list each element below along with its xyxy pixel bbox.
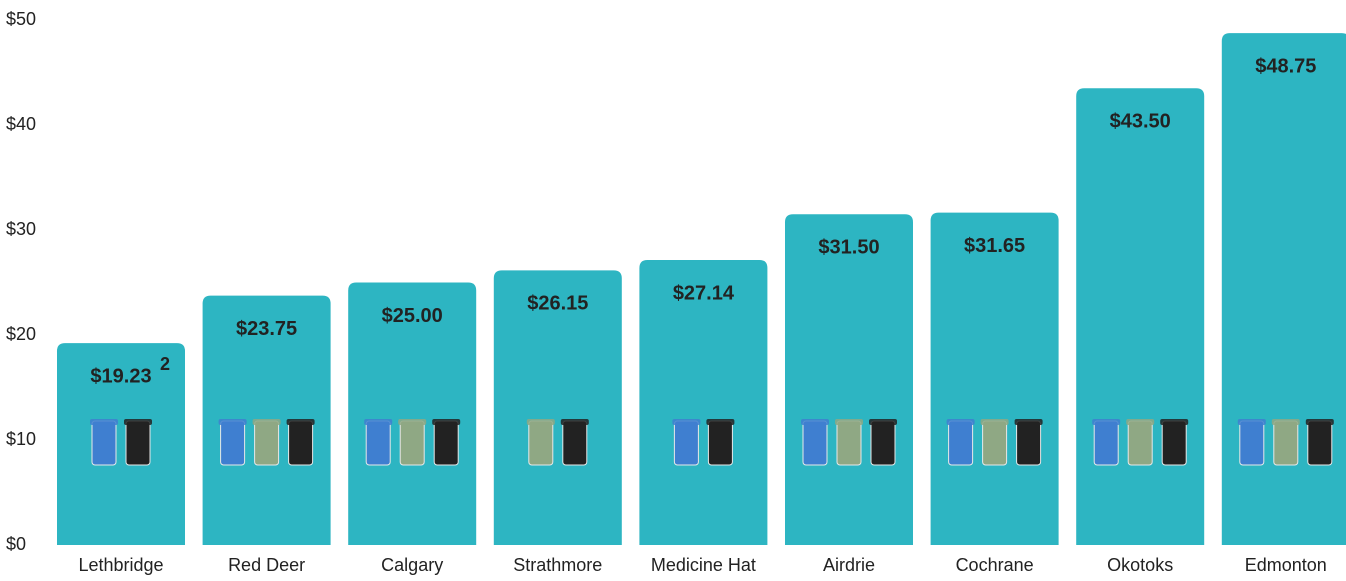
x-tick-label: Calgary bbox=[381, 555, 443, 575]
cart-icon bbox=[1308, 421, 1332, 465]
cart-icon bbox=[803, 421, 827, 465]
value-label: $26.15 bbox=[527, 293, 588, 315]
y-tick-label: $10 bbox=[6, 429, 36, 449]
cart-lid bbox=[1015, 419, 1043, 425]
cart-icon bbox=[289, 421, 313, 465]
bar bbox=[785, 214, 913, 545]
cart-icon bbox=[255, 421, 279, 465]
x-tick-label: Medicine Hat bbox=[651, 555, 756, 575]
cart-lid bbox=[561, 419, 589, 425]
cart-lid bbox=[835, 419, 863, 425]
value-label: $19.23 bbox=[90, 365, 151, 387]
cart-icon bbox=[366, 421, 390, 465]
cart-lid bbox=[364, 419, 392, 425]
value-label: $23.75 bbox=[236, 318, 297, 340]
cart-icon bbox=[1094, 421, 1118, 465]
cart-icon bbox=[221, 421, 245, 465]
cart-lid bbox=[1272, 419, 1300, 425]
cart-lid bbox=[1126, 419, 1154, 425]
x-tick-label: Cochrane bbox=[956, 555, 1034, 575]
cart-icon bbox=[1274, 421, 1298, 465]
cart-lid bbox=[869, 419, 897, 425]
cart-lid bbox=[981, 419, 1009, 425]
cart-lid bbox=[432, 419, 460, 425]
y-tick-label: $40 bbox=[6, 114, 36, 134]
cart-lid bbox=[219, 419, 247, 425]
footnote: 2 bbox=[160, 354, 170, 374]
value-label: $43.50 bbox=[1110, 111, 1171, 133]
cart-lid bbox=[527, 419, 555, 425]
chart: $0 $10 $20 $30 $40 $50 $19.23 2 Lethbridge $23.75… bbox=[0, 0, 1346, 581]
cart-lid bbox=[1092, 419, 1120, 425]
page: {"chart_data": {"type": "bar", "categori… bbox=[0, 0, 1346, 581]
cart-icon bbox=[871, 421, 895, 465]
x-tick-label: Strathmore bbox=[513, 555, 602, 575]
cart-icon bbox=[1128, 421, 1152, 465]
y-tick-label: $30 bbox=[6, 219, 36, 239]
cart-icon bbox=[1017, 421, 1041, 465]
cart-icon bbox=[1162, 421, 1186, 465]
cart-lid bbox=[947, 419, 975, 425]
cart-icon bbox=[529, 421, 553, 465]
cart-lid bbox=[1306, 419, 1334, 425]
x-tick-label: Edmonton bbox=[1245, 555, 1327, 575]
cart-icon bbox=[1240, 421, 1264, 465]
value-label: $31.65 bbox=[964, 235, 1025, 257]
cart-icon bbox=[563, 421, 587, 465]
cart-lid bbox=[90, 419, 118, 425]
y-tick-label: $50 bbox=[6, 9, 36, 29]
cart-icon bbox=[837, 421, 861, 465]
cart-icon bbox=[983, 421, 1007, 465]
cart-lid bbox=[1238, 419, 1266, 425]
cart-icon bbox=[674, 421, 698, 465]
bar bbox=[1222, 33, 1346, 545]
cart-lid bbox=[287, 419, 315, 425]
cart-lid bbox=[124, 419, 152, 425]
cart-lid bbox=[801, 419, 829, 425]
value-label: $31.50 bbox=[818, 237, 879, 259]
cart-lid bbox=[706, 419, 734, 425]
cart-icon bbox=[949, 421, 973, 465]
bar bbox=[1076, 88, 1204, 545]
cart-icon bbox=[92, 421, 116, 465]
cart-lid bbox=[672, 419, 700, 425]
value-label: $25.00 bbox=[382, 305, 443, 327]
cart-lid bbox=[1160, 419, 1188, 425]
cart-icon bbox=[400, 421, 424, 465]
value-label: $48.75 bbox=[1255, 55, 1316, 77]
x-tick-label: Airdrie bbox=[823, 555, 875, 575]
value-label: $27.14 bbox=[673, 282, 735, 304]
y-tick-label: $0 bbox=[6, 534, 26, 554]
x-tick-label: Okotoks bbox=[1107, 555, 1173, 575]
cart-icon bbox=[708, 421, 732, 465]
y-tick-label: $20 bbox=[6, 324, 36, 344]
x-tick-label: Red Deer bbox=[228, 555, 305, 575]
cart-lid bbox=[253, 419, 281, 425]
x-tick-label: Lethbridge bbox=[78, 555, 163, 575]
bar bbox=[931, 213, 1059, 545]
cart-lid bbox=[398, 419, 426, 425]
cart-icon bbox=[434, 421, 458, 465]
cart-icon bbox=[126, 421, 150, 465]
